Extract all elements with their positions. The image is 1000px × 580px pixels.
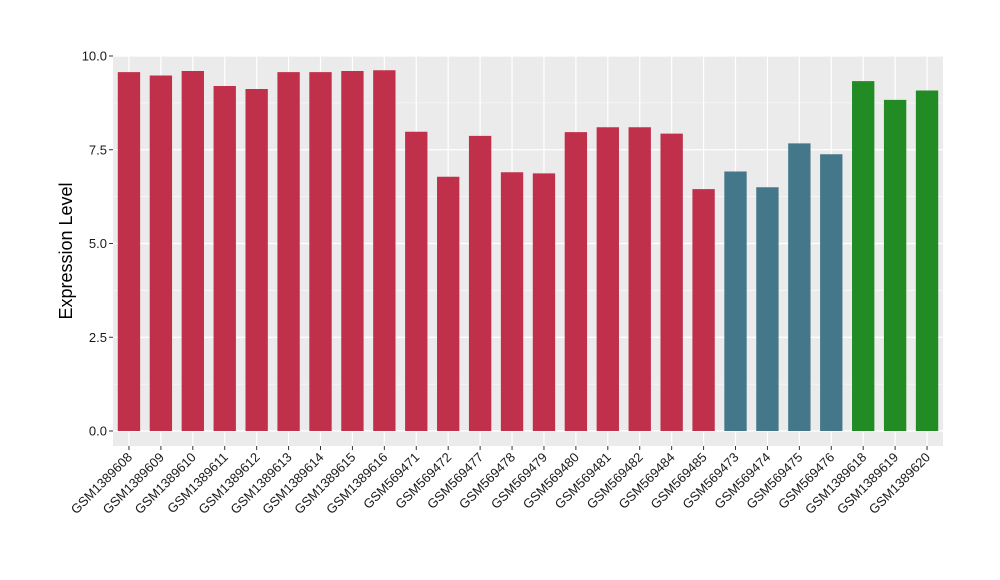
- bar-GSM1389608: [117, 72, 141, 431]
- bar-GSM569479: [532, 173, 556, 431]
- bar-GSM569484: [660, 133, 683, 431]
- y-tick-label: 5.0: [89, 236, 107, 251]
- bar-GSM1389612: [245, 89, 268, 431]
- bar-GSM569478: [500, 172, 524, 431]
- bar-GSM1389619: [883, 99, 907, 431]
- bar-GSM569477: [468, 135, 492, 431]
- bar-GSM569482: [628, 127, 651, 431]
- bar-GSM1389611: [213, 86, 236, 431]
- y-axis-title: Expression Level: [56, 182, 76, 319]
- bar-GSM569473: [724, 171, 747, 431]
- bar-GSM569480: [564, 132, 588, 431]
- bar-GSM569474: [756, 187, 779, 431]
- bar-GSM1389614: [309, 72, 332, 431]
- y-tick-label: 7.5: [89, 142, 107, 157]
- bar-GSM1389616: [373, 70, 396, 431]
- bar-GSM569485: [692, 189, 715, 431]
- x-axis: GSM1389608GSM1389609GSM1389610GSM1389611…: [68, 446, 933, 517]
- bar-GSM1389613: [277, 72, 300, 431]
- y-tick-label: 10.0: [82, 49, 107, 64]
- bar-GSM1389620: [915, 90, 939, 431]
- y-tick-label: 0.0: [89, 424, 107, 439]
- bar-GSM1389615: [341, 71, 364, 431]
- y-tick-label: 2.5: [89, 330, 107, 345]
- bar-GSM569471: [405, 131, 428, 431]
- bar-GSM569481: [596, 127, 619, 431]
- bar-GSM569475: [788, 143, 811, 431]
- bar-GSM569476: [820, 154, 843, 431]
- bars-group: [117, 70, 939, 431]
- bar-GSM1389618: [852, 81, 875, 431]
- plot-panel: [113, 56, 943, 446]
- y-axis: 0.0 2.5 5.0 7.5 10.0: [82, 49, 113, 439]
- bar-GSM569472: [437, 176, 460, 431]
- bar-GSM1389609: [149, 75, 173, 431]
- bar-GSM1389610: [181, 71, 204, 431]
